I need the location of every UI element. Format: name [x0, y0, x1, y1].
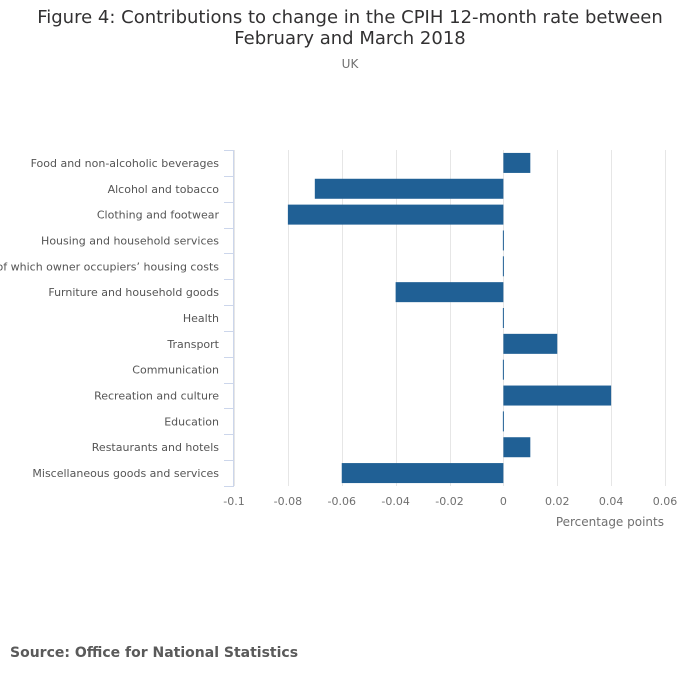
category-label: Food and non-alcoholic beverages [31, 157, 220, 170]
x-tick-label: 0.06 [653, 495, 678, 508]
bar [502, 411, 504, 432]
bar [502, 359, 504, 380]
x-tick-label: -0.1 [223, 495, 244, 508]
category-label: Health [183, 312, 219, 325]
chart-title-line-1: Figure 4: Contributions to change in the… [37, 7, 663, 28]
bar [502, 256, 504, 277]
chart-title-line-2: February and March 2018 [234, 28, 466, 49]
bar [287, 204, 504, 225]
bar [314, 178, 504, 199]
category-label: Miscellaneous goods and services [32, 467, 219, 480]
x-tick-label: -0.04 [381, 495, 409, 508]
chart-subtitle: UK [341, 57, 359, 71]
x-tick-label: 0 [500, 495, 507, 508]
bar [503, 333, 558, 354]
bar [503, 152, 531, 173]
gridlines [234, 150, 666, 486]
category-label: of which owner occupiers’ housing costs [0, 260, 219, 273]
chart-title: Figure 4: Contributions to change in the… [0, 7, 700, 49]
bar [503, 385, 612, 406]
category-label: Clothing and footwear [97, 209, 220, 222]
category-label: Recreation and culture [94, 390, 219, 403]
x-tick-label: 0.02 [545, 495, 570, 508]
category-label: Education [164, 415, 219, 428]
bar [502, 230, 504, 251]
x-tick-label: 0.04 [599, 495, 624, 508]
category-label: Housing and household services [41, 234, 219, 247]
bar [503, 437, 531, 458]
bar [395, 282, 504, 303]
x-tick-label: -0.08 [274, 495, 302, 508]
x-tick-label: -0.06 [328, 495, 356, 508]
x-tick-label: -0.02 [435, 495, 463, 508]
x-axis-title: Percentage points [556, 515, 664, 529]
x-tick-labels: -0.1 -0.08 -0.06 -0.04 -0.02 0 0.02 0.04 0.06 [223, 495, 677, 508]
source-note: Source: Office for National Statistics [10, 645, 299, 661]
category-labels: Food and non-alcoholic beverages Alcohol … [0, 157, 220, 480]
category-label: Alcohol and tobacco [108, 183, 220, 196]
bar [341, 463, 504, 484]
category-label: Communication [132, 364, 219, 377]
bar [502, 308, 504, 328]
category-label: Furniture and household goods [48, 286, 219, 299]
bars [287, 152, 612, 484]
y-axis [224, 150, 234, 487]
category-label: Restaurants and hotels [92, 441, 219, 454]
category-label: Transport [166, 338, 219, 351]
